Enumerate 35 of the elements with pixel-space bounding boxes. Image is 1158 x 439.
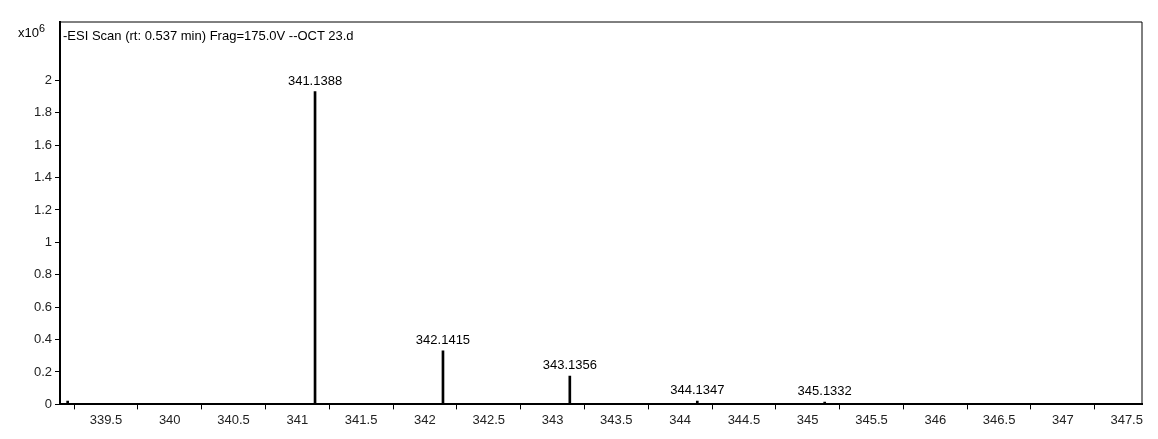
- x-tick-label: 342.5: [472, 411, 505, 427]
- x-tick-label: 341: [286, 411, 309, 427]
- chart-title: -ESI Scan (rt: 0.537 min) Frag=175.0V --OCT 23.d: [63, 27, 354, 43]
- y-tick-label: 0.4: [33, 331, 52, 347]
- y-tick-label: 1.8: [33, 104, 52, 120]
- x-tick-label: 344.5: [727, 411, 761, 427]
- y-tick-label: 0.2: [33, 363, 52, 379]
- y-tick-label: 1.2: [33, 201, 52, 217]
- y-tick-label: 0.6: [33, 298, 52, 314]
- y-tick-label: 1: [44, 233, 52, 249]
- y-tick-label: 0: [44, 395, 52, 411]
- y-tick-label: 1.4: [33, 169, 52, 185]
- y-tick-label: 2: [44, 71, 52, 87]
- x-tick-label: 343: [541, 411, 564, 427]
- x-tick-label: 345: [796, 411, 819, 427]
- x-tick-label: 344: [669, 411, 691, 427]
- annotation: 343.1356: [542, 357, 597, 373]
- x-tick-label: 347: [1052, 411, 1074, 427]
- annotation: 341.1388: [287, 72, 343, 88]
- x-tick-label: 345.5: [855, 411, 888, 427]
- x-tick-label: 346.5: [982, 411, 1016, 427]
- x-tick-label: 347.5: [1110, 411, 1143, 427]
- x-tick-label: 339.5: [89, 411, 123, 427]
- x-tick-label: 342: [414, 411, 436, 427]
- y-tick-label: 1.6: [33, 136, 52, 152]
- x-tick-label: 346: [924, 411, 947, 427]
- annotation: 344.1347: [670, 382, 725, 398]
- x-tick-label: 340.5: [217, 411, 250, 427]
- y-tick-label: 0.8: [33, 266, 52, 282]
- x-tick-label: 340: [158, 411, 181, 427]
- y-axis-title: x10$^{6}$: [18, 22, 45, 41]
- annotation: 342.1415: [415, 332, 471, 348]
- x-tick-label: 343.5: [600, 411, 633, 427]
- annotation: 345.1332: [797, 383, 852, 399]
- x-tick-label: 341.5: [344, 411, 378, 427]
